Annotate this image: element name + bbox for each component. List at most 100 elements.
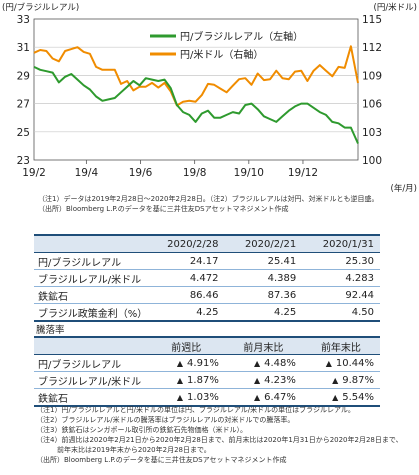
chart-legend: 円/ブラジルレアル（左軸） 円/米ドル（右軸）	[150, 30, 303, 61]
change-value: 1.87%	[187, 374, 219, 386]
change-header-row: 前週比 前月末比 前年末比	[34, 337, 380, 355]
plot-frame	[33, 18, 359, 161]
footnote-line: （注4）前週比は2020年2月21日から2020年2月28日まで、前月末比は20…	[36, 436, 403, 444]
levels-cell: 4.25	[146, 303, 225, 322]
chart-notes: （注1）データは2019年2月28日～2020年2月28日。（注2）ブラジルレア…	[38, 194, 379, 214]
levels-row: ブラジルレアル/米ドル 4.472 4.389 4.283	[34, 269, 380, 287]
change-header-blank	[34, 337, 148, 355]
x-axis-tick-label: 19/2	[22, 167, 46, 179]
change-cell: ▲ 4.48%	[224, 354, 302, 372]
right-axis-unit-label: (円/米ドル)	[374, 2, 418, 13]
x-axis-tick-label: 19/6	[129, 167, 153, 179]
levels-header-date: 2020/2/21	[244, 238, 297, 250]
footnote-line: （注3）鉄鉱石はシンガポール取引所の鉄鉱石先物価格（米ドル）。	[36, 426, 247, 434]
levels-header-date: 2020/1/31	[322, 238, 374, 250]
change-value: 6.47%	[264, 391, 296, 403]
x-axis-tick-label: 19/10	[234, 167, 264, 179]
down-triangle-icon: ▲	[332, 375, 339, 385]
change-table: 前週比 前月末比 前年末比 円/ブラジルレアル ▲ 4.91% ▲ 4.48% ▲ 1…	[34, 336, 380, 407]
left-axis-unit-label: (円/ブラジルレアル)	[2, 2, 79, 13]
change-cell: ▲ 4.91%	[147, 354, 225, 372]
right-axis-tick-label: 115	[362, 14, 382, 26]
change-row-label: ブラジルレアル/米ドル	[34, 371, 148, 389]
levels-row: 鉄鉱石 86.46 87.36 92.44	[34, 286, 380, 304]
right-axis-tick-label: 100	[362, 155, 382, 167]
series-line-jpy-usd	[33, 45, 359, 107]
levels-cell: 25.30	[302, 252, 380, 270]
footnote-line: （注2）ブラジルレアル/米ドルの騰落率はブラジルレアルの対米ドルでの騰落率。	[36, 416, 295, 424]
right-axis-tick-label: 112	[362, 42, 382, 54]
levels-cell: 87.36	[224, 286, 303, 304]
levels-cell: 4.389	[224, 269, 303, 287]
footnote-line: 前年末比は2019年末から2020年2月28日まで。	[36, 446, 211, 454]
left-axis-tick-label: 27	[17, 99, 30, 111]
x-axis-unit-label: (年/月)	[391, 183, 418, 194]
footnotes: （注1）円/ブラジルレアルと円/米ドルの単位は円、ブラジルレアル/米ドルの単位は…	[36, 405, 403, 465]
change-cell: ▲ 5.54%	[301, 388, 380, 407]
levels-row-label: 鉄鉱石	[34, 286, 147, 304]
legend-label: 円/ブラジルレアル（左軸）	[180, 30, 303, 43]
levels-row-label: ブラジル政策金利（%）	[34, 303, 147, 322]
change-value: 4.23%	[264, 374, 296, 386]
change-row-label: 鉄鉱石	[34, 388, 148, 407]
change-row-label: 円/ブラジルレアル	[34, 354, 148, 372]
levels-cell: 92.44	[302, 286, 380, 304]
change-value: 4.48%	[264, 357, 296, 369]
change-section-label: 騰落率	[36, 325, 65, 336]
change-cell: ▲ 1.87%	[147, 371, 225, 389]
change-row: 鉄鉱石 ▲ 1.03% ▲ 6.47% ▲ 5.54%	[34, 388, 380, 407]
levels-cell: 4.50	[302, 303, 380, 322]
change-value: 9.87%	[342, 374, 374, 386]
change-value: 10.44%	[335, 357, 374, 369]
levels-cell: 24.17	[146, 252, 225, 270]
down-triangle-icon: ▲	[176, 375, 184, 385]
down-triangle-icon: ▲	[176, 392, 184, 402]
x-axis-tick-label: 19/4	[75, 167, 99, 179]
down-triangle-icon: ▲	[176, 358, 184, 368]
levels-row-label: 円/ブラジルレアル	[34, 252, 147, 270]
left-axis-tick-label: 23	[17, 155, 30, 167]
left-axis-tick-label: 33	[17, 14, 30, 26]
left-axis-tick-label: 25	[17, 127, 30, 139]
levels-table: 2020/2/28 2020/2/21 2020/1/31 円/ブラジルレアル …	[34, 234, 380, 322]
footnote-line: （出所）Bloomberg L.P.のデータを基に三井住友DSアセットマネジメン…	[36, 456, 287, 464]
change-cell: ▲ 1.03%	[147, 388, 225, 407]
change-header-period: 前週比	[171, 342, 202, 354]
right-axis-tick-label: 109	[362, 70, 382, 82]
levels-cell: 25.41	[224, 252, 303, 270]
legend-label: 円/米ドル（右軸）	[180, 48, 263, 61]
change-value: 4.91%	[187, 357, 219, 369]
right-axis-tick-label: 106	[362, 99, 382, 111]
change-header-period: 前年末比	[320, 342, 361, 354]
x-axis-tick-label: 19/12	[288, 167, 318, 179]
change-cell: ▲ 6.47%	[224, 388, 302, 407]
fx-line-chart: 23 25 27 29 31 33 100 103 106 109 112 115 19/2 19/4 19…	[2, 2, 418, 194]
change-header-period: 前月末比	[243, 342, 284, 354]
down-triangle-icon: ▲	[325, 358, 332, 368]
left-axis-tick-label: 31	[17, 42, 30, 54]
right-axis-tick-label: 103	[362, 127, 382, 139]
levels-header-row: 2020/2/28 2020/2/21 2020/1/31	[34, 235, 380, 253]
change-cell: ▲ 4.23%	[224, 371, 302, 389]
change-row: 円/ブラジルレアル ▲ 4.91% ▲ 4.48% ▲ 10.44%	[34, 354, 380, 372]
x-axis-tick-label: 19/8	[183, 167, 207, 179]
chart-note-line: （注1）データは2019年2月28日～2020年2月28日。（注2）ブラジルレア…	[38, 195, 379, 203]
levels-cell: 86.46	[146, 286, 225, 304]
levels-row-label: ブラジルレアル/米ドル	[34, 269, 147, 287]
down-triangle-icon: ▲	[332, 392, 339, 402]
footnote-line: （注1）円/ブラジルレアルと円/米ドルの単位は円、ブラジルレアル/米ドルの単位は…	[36, 406, 355, 414]
down-triangle-icon: ▲	[253, 375, 261, 385]
change-cell: ▲ 9.87%	[301, 371, 380, 389]
levels-row: ブラジル政策金利（%） 4.25 4.25 4.50	[34, 303, 380, 322]
down-triangle-icon: ▲	[253, 392, 261, 402]
series-line-jpy-brl	[33, 65, 359, 144]
change-value: 5.54%	[342, 391, 374, 403]
levels-cell: 4.472	[146, 269, 225, 287]
levels-header-blank	[34, 235, 147, 253]
change-row: ブラジルレアル/米ドル ▲ 1.87% ▲ 4.23% ▲ 9.87%	[34, 371, 380, 389]
down-triangle-icon: ▲	[253, 358, 261, 368]
chart-source-line: （出所）Bloomberg L.P.のデータを基に三井住友DSアセットマネジメン…	[38, 205, 289, 213]
levels-header-date: 2020/2/28	[167, 238, 219, 250]
left-axis-tick-label: 29	[17, 70, 30, 82]
levels-cell: 4.283	[302, 269, 380, 287]
